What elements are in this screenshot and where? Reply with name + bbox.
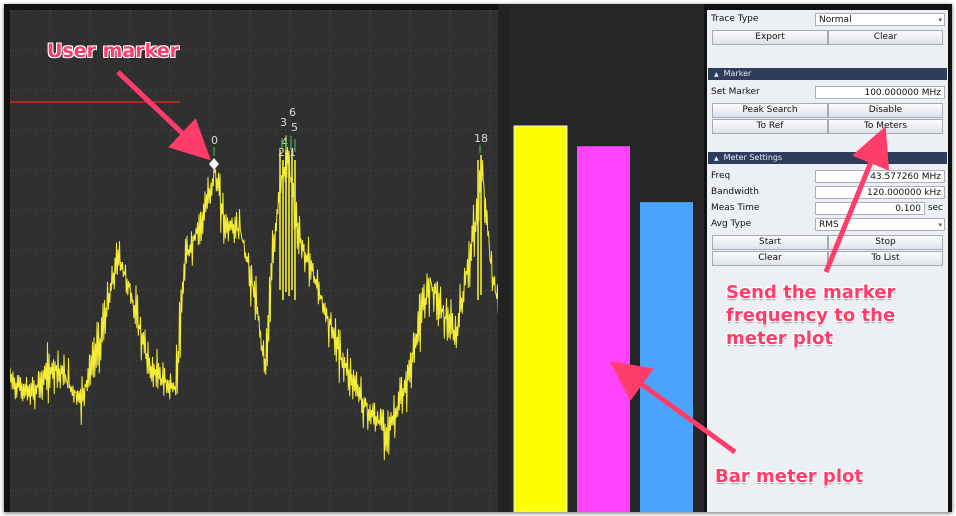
- app-frame: 0 3 6 5 4 2 1 18: [4, 4, 952, 512]
- annotation-line: Send the marker: [726, 282, 896, 303]
- meas-time-label: Meas Time: [711, 203, 760, 213]
- diamond-marker-icon: [208, 157, 220, 171]
- peak-spikes: [279, 150, 482, 300]
- chevron-down-icon: ▾: [938, 221, 942, 229]
- meter-bar-3: [640, 202, 693, 512]
- avg-type-label: Avg Type: [711, 219, 752, 229]
- annotation-send-marker: Send the marker frequency to the meter p…: [726, 281, 895, 350]
- peak-cluster-markers: 3 6 5 4 2 1: [278, 106, 298, 159]
- cluster-label: 2: [278, 146, 285, 159]
- spectrum-trace: [10, 135, 498, 461]
- marker-section-header[interactable]: ▲ Marker: [708, 68, 947, 80]
- trace-type-select[interactable]: Normal ▾: [815, 13, 945, 26]
- chevron-down-icon: ▾: [938, 16, 942, 24]
- peak-search-button[interactable]: Peak Search: [712, 103, 828, 118]
- to-ref-button[interactable]: To Ref: [712, 119, 828, 134]
- cluster-label: 5: [291, 121, 298, 134]
- plot-separator: [498, 4, 510, 512]
- marker-18[interactable]: 18: [474, 132, 488, 153]
- annotation-line: meter plot: [726, 328, 833, 349]
- arrow-bar-meter: [609, 361, 737, 455]
- bandwidth-input[interactable]: 120.000000 kHz: [815, 186, 945, 199]
- start-button[interactable]: Start: [712, 235, 828, 250]
- meas-time-row: Meas Time 0.100 sec: [709, 202, 945, 216]
- arrow-to-meters: [823, 126, 890, 273]
- annotation-line: frequency to the: [726, 305, 896, 326]
- meas-time-input[interactable]: 0.100: [815, 202, 925, 215]
- marker-0[interactable]: 0: [208, 134, 220, 171]
- cluster-label: 6: [289, 106, 296, 119]
- cluster-label: 3: [280, 116, 287, 129]
- bandwidth-row: Bandwidth 120.000000 kHz: [709, 186, 945, 200]
- set-marker-input[interactable]: 100.000000 MHz: [815, 86, 945, 99]
- meter-bar-2: [577, 146, 630, 512]
- bar-meter-plot: [510, 4, 704, 512]
- annotation-bar-meter: Bar meter plot: [715, 466, 863, 487]
- meter-clear-button[interactable]: Clear: [712, 251, 828, 266]
- spectrum-canvas: 0 3 6 5 4 2 1 18: [10, 10, 498, 512]
- trace-type-row: Trace Type Normal ▾: [709, 13, 945, 27]
- freq-label: Freq: [711, 171, 731, 181]
- stop-button[interactable]: Stop: [828, 235, 943, 250]
- set-marker-row: Set Marker 100.000000 MHz: [709, 86, 945, 100]
- export-button[interactable]: Export: [712, 30, 828, 45]
- annotation-user-marker: User marker: [47, 40, 179, 62]
- cluster-label: 4: [281, 136, 288, 149]
- marker-18-label: 18: [474, 132, 488, 145]
- trace-type-label: Trace Type: [711, 14, 759, 24]
- disable-button[interactable]: Disable: [828, 103, 943, 118]
- cluster-label: 1: [289, 146, 296, 159]
- collapse-triangle-icon: ▲: [714, 155, 719, 162]
- marker-0-label: 0: [211, 134, 218, 147]
- meas-time-unit: sec: [927, 203, 943, 213]
- trace-type-value: Normal: [819, 15, 852, 25]
- collapse-triangle-icon: ▲: [714, 71, 719, 78]
- meter-canvas: [513, 125, 693, 512]
- trace-clear-button[interactable]: Clear: [828, 30, 943, 45]
- spectrum-plot[interactable]: 0 3 6 5 4 2 1 18: [10, 10, 498, 512]
- avg-type-value: RMS: [819, 220, 839, 230]
- set-marker-label: Set Marker: [711, 87, 760, 97]
- meter-bar-1: [513, 125, 568, 512]
- marker-header-label: Marker: [723, 69, 752, 78]
- arrow-user-marker: [116, 70, 211, 161]
- to-list-button[interactable]: To List: [828, 251, 943, 266]
- bandwidth-label: Bandwidth: [711, 187, 759, 197]
- meter-settings-header-label: Meter Settings: [723, 153, 783, 162]
